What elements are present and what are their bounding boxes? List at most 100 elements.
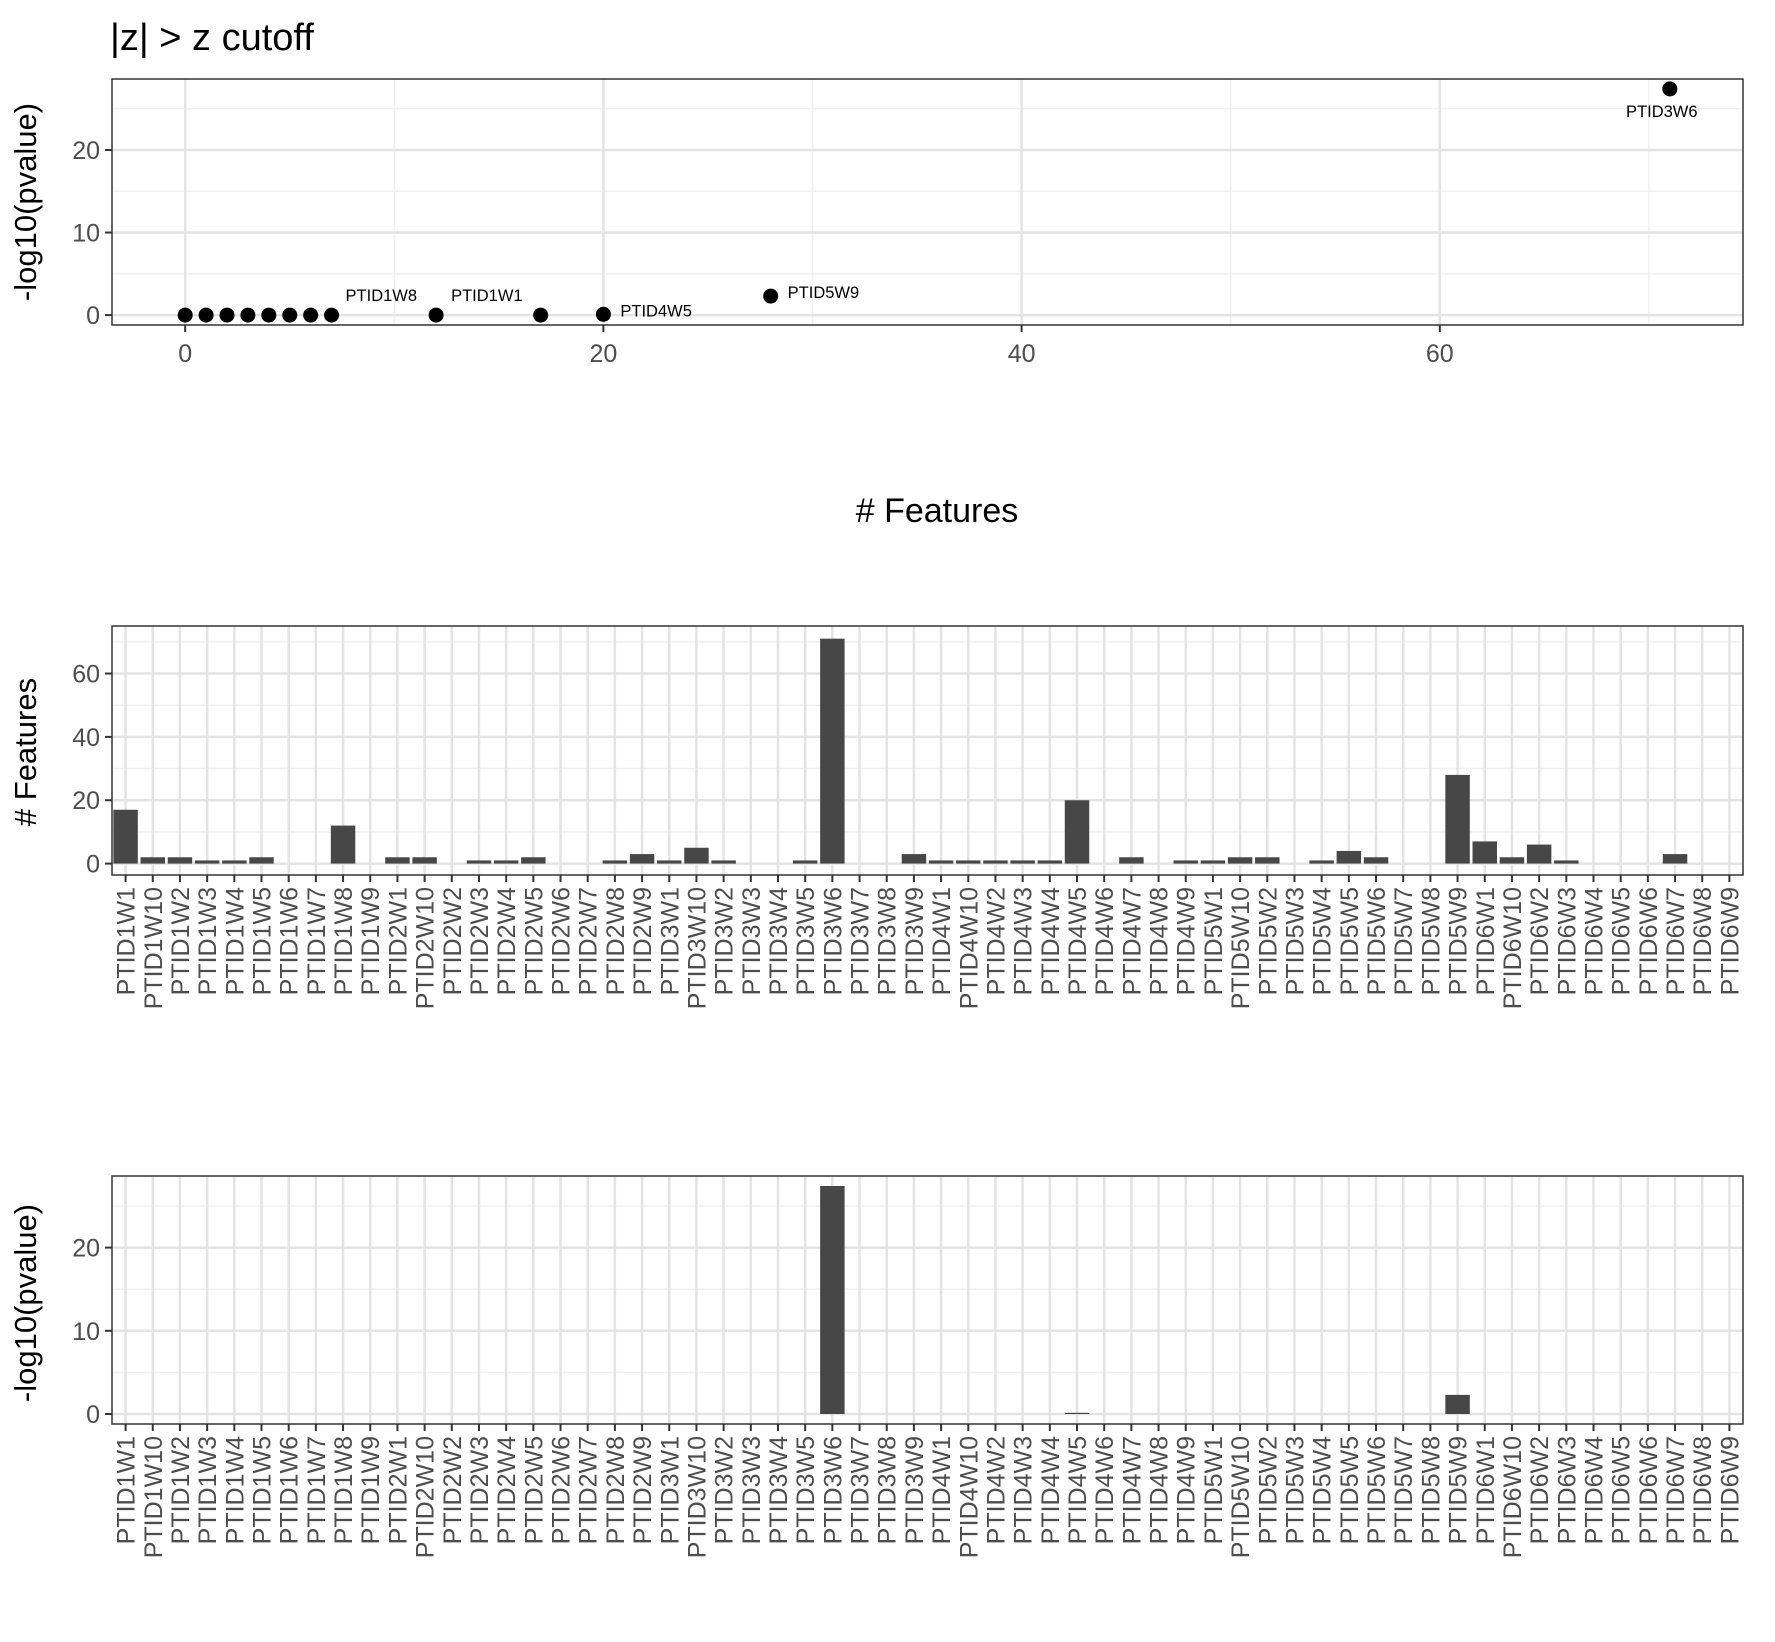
features-bar [657,860,682,864]
features-x-tick-label: PTID4W10 [955,887,983,1009]
features-bar [928,860,954,864]
features-x-tick-label: PTID2W3 [466,887,494,995]
scatter-x-tick-label: 20 [589,340,617,368]
features-x-tick-label: PTID5W7 [1390,887,1418,995]
features-x-tick-label: PTID2W2 [439,887,467,995]
scatter-panel: 0 20 40 60 0 10 20 PTID1W8 PTID1W1 PTID4W5 PTID5W9… [72,78,1744,368]
pvalue-y-axis-label: -log10(pvalue) [8,1204,43,1402]
pvalue-x-tick-label: PTID3W9 [901,1436,929,1544]
pvalue-x-tick-label: PTID3W6 [819,1436,847,1544]
scatter-point [428,307,444,323]
features-bar [194,860,220,864]
features-bar [1037,860,1063,864]
features-x-tick-label: PTID3W4 [765,887,793,995]
features-bar [385,857,410,864]
features-plot-background [112,626,1743,875]
features-bar [1336,850,1362,864]
features-x-tick-label: PTID4W2 [982,887,1010,995]
features-bar [493,860,519,864]
scatter-y-axis-label: -log10(pvalue) [8,103,43,301]
features-bar [1662,854,1688,864]
scatter-point [198,307,214,323]
scatter-point [219,307,235,323]
pvalue-y-tick-label: 0 [86,1401,100,1429]
scatter-point [763,288,779,304]
features-y-tick-label: 40 [72,724,100,752]
pvalue-x-tick-label: PTID5W6 [1363,1436,1391,1544]
features-y-tick-label: 0 [86,851,100,879]
scatter-point [261,307,277,323]
pvalue-x-tick-label: PTID5W4 [1309,1436,1337,1544]
pvalue-x-tick-label: PTID4W6 [1091,1436,1119,1544]
pvalue-x-tick-label: PTID2W10 [412,1436,440,1558]
pvalue-x-tick-label: PTID6W6 [1635,1436,1663,1544]
features-x-tick-label: PTID3W7 [847,887,875,995]
pvalue-x-tick-label: PTID1W9 [357,1436,385,1544]
features-x-tick-label: PTID1W8 [330,887,358,995]
features-x-tick-label: PTID2W5 [520,887,548,995]
features-bar [602,860,628,864]
pvalue-plot-background [112,1176,1743,1424]
pvalue-x-tick-label: PTID4W5 [1064,1436,1092,1544]
scatter-x-tick-label: 60 [1426,340,1454,368]
scatter-point [240,307,256,323]
features-x-tick-label: PTID4W5 [1064,887,1092,995]
features-x-tick-label: PTID3W10 [683,887,711,1009]
features-bar [820,638,845,864]
features-x-tick-label: PTID5W9 [1445,887,1473,995]
pvalue-x-tick-label: PTID5W2 [1254,1436,1282,1544]
features-bar [521,857,546,864]
features-x-tick-label: PTID1W7 [303,887,331,995]
scatter-x-axis-label: # Features [856,492,1019,530]
pvalue-x-tick-label: PTID1W8 [330,1436,358,1544]
pvalue-x-tick-label: PTID4W7 [1118,1436,1146,1544]
pvalue-x-tick-label: PTID1W6 [276,1436,304,1544]
features-bar [629,854,655,864]
features-x-tick-label: PTID1W2 [167,887,195,995]
features-x-tick-label: PTID1W1 [113,887,141,995]
features-x-tick-label: PTID3W6 [819,887,847,995]
features-y-tick-label: 60 [72,661,100,689]
scatter-point [324,307,340,323]
pvalue-x-tick-label: PTID1W1 [113,1436,141,1544]
features-x-tick-label: PTID2W6 [548,887,576,995]
pvalue-x-tick-label: PTID6W2 [1526,1436,1554,1544]
pvalue-x-tick-label: PTID6W8 [1689,1436,1717,1544]
features-bar [222,860,247,864]
features-y-tick-label: 20 [72,787,100,815]
scatter-y-tick-label: 10 [72,220,100,248]
features-x-tick-label: PTID5W1 [1200,887,1228,995]
pvalue-x-tick-label: PTID5W5 [1336,1436,1364,1544]
features-x-tick-label: PTID5W6 [1363,887,1391,995]
features-bar [412,857,437,864]
features-bar [901,854,927,864]
features-x-tick-label: PTID2W8 [602,887,630,995]
features-x-tick-label: PTID3W8 [874,887,902,995]
features-x-tick-label: PTID4W4 [1037,887,1065,995]
pvalue-panel-border [111,1175,1744,1425]
features-bar [330,825,356,864]
pvalue-x-tick-label: PTID2W5 [520,1436,548,1544]
features-x-tick-label: PTID3W2 [711,887,739,995]
scatter-point-label: PTID1W8 [346,287,418,305]
features-bar [1255,857,1280,864]
pvalue-x-tick-label: PTID3W3 [738,1436,766,1544]
features-x-tick-label: PTID1W4 [221,887,249,995]
pvalue-x-tick-label: PTID1W3 [194,1436,222,1544]
features-x-tick-label: PTID4W7 [1118,887,1146,995]
pvalue-x-tick-label: PTID5W7 [1390,1436,1418,1544]
features-x-tick-label: PTID5W10 [1227,887,1255,1009]
pvalue-x-tick-label: PTID4W4 [1037,1436,1065,1544]
features-x-tick-label: PTID5W4 [1309,887,1337,995]
pvalue-bar [1064,1412,1090,1415]
pvalue-x-tick-label: PTID2W4 [493,1436,521,1544]
features-x-tick-label: PTID2W7 [575,887,603,995]
features-bar [1445,774,1470,864]
features-bar [1526,844,1552,864]
features-x-tick-label: PTID6W4 [1580,887,1608,995]
pvalue-x-tick-label: PTID2W7 [575,1436,603,1544]
features-x-tick-label: PTID1W10 [140,887,168,1009]
pvalue-x-tick-label: PTID2W9 [629,1436,657,1544]
pvalue-bar [820,1185,845,1415]
